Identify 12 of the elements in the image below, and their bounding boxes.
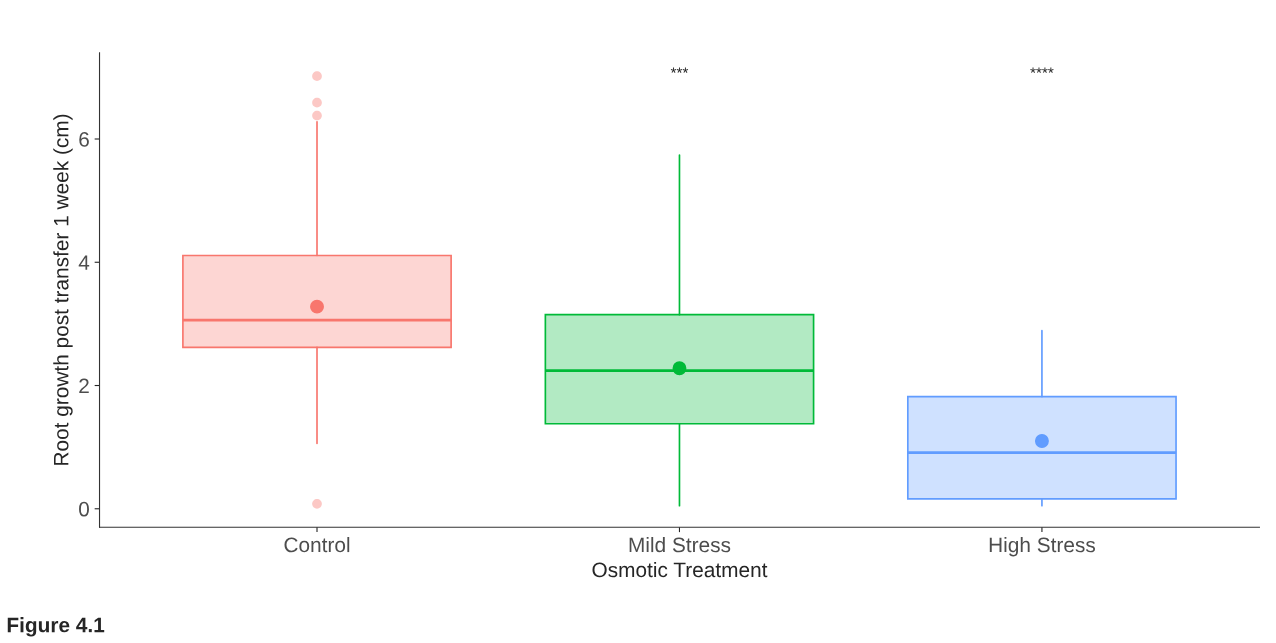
y-tick-label: 2 <box>79 378 89 394</box>
annotation: **** <box>1030 67 1054 73</box>
y-tick-label: 4 <box>78 255 90 270</box>
x-tick-label: High Stress <box>989 536 1096 557</box>
y-tick-label: 0 <box>79 501 89 517</box>
x-axis-title: Osmotic Treatment <box>592 561 768 578</box>
y-axis-title: Root growth post transfer 1 week (cm) <box>53 114 73 465</box>
caption: Figure 4.1 <box>7 617 105 637</box>
x-tick-label: Mild Stress <box>629 536 731 553</box>
annotation: *** <box>670 67 689 73</box>
y-tick-label: 6 <box>79 132 89 147</box>
x-tick-label: Control <box>284 536 350 553</box>
